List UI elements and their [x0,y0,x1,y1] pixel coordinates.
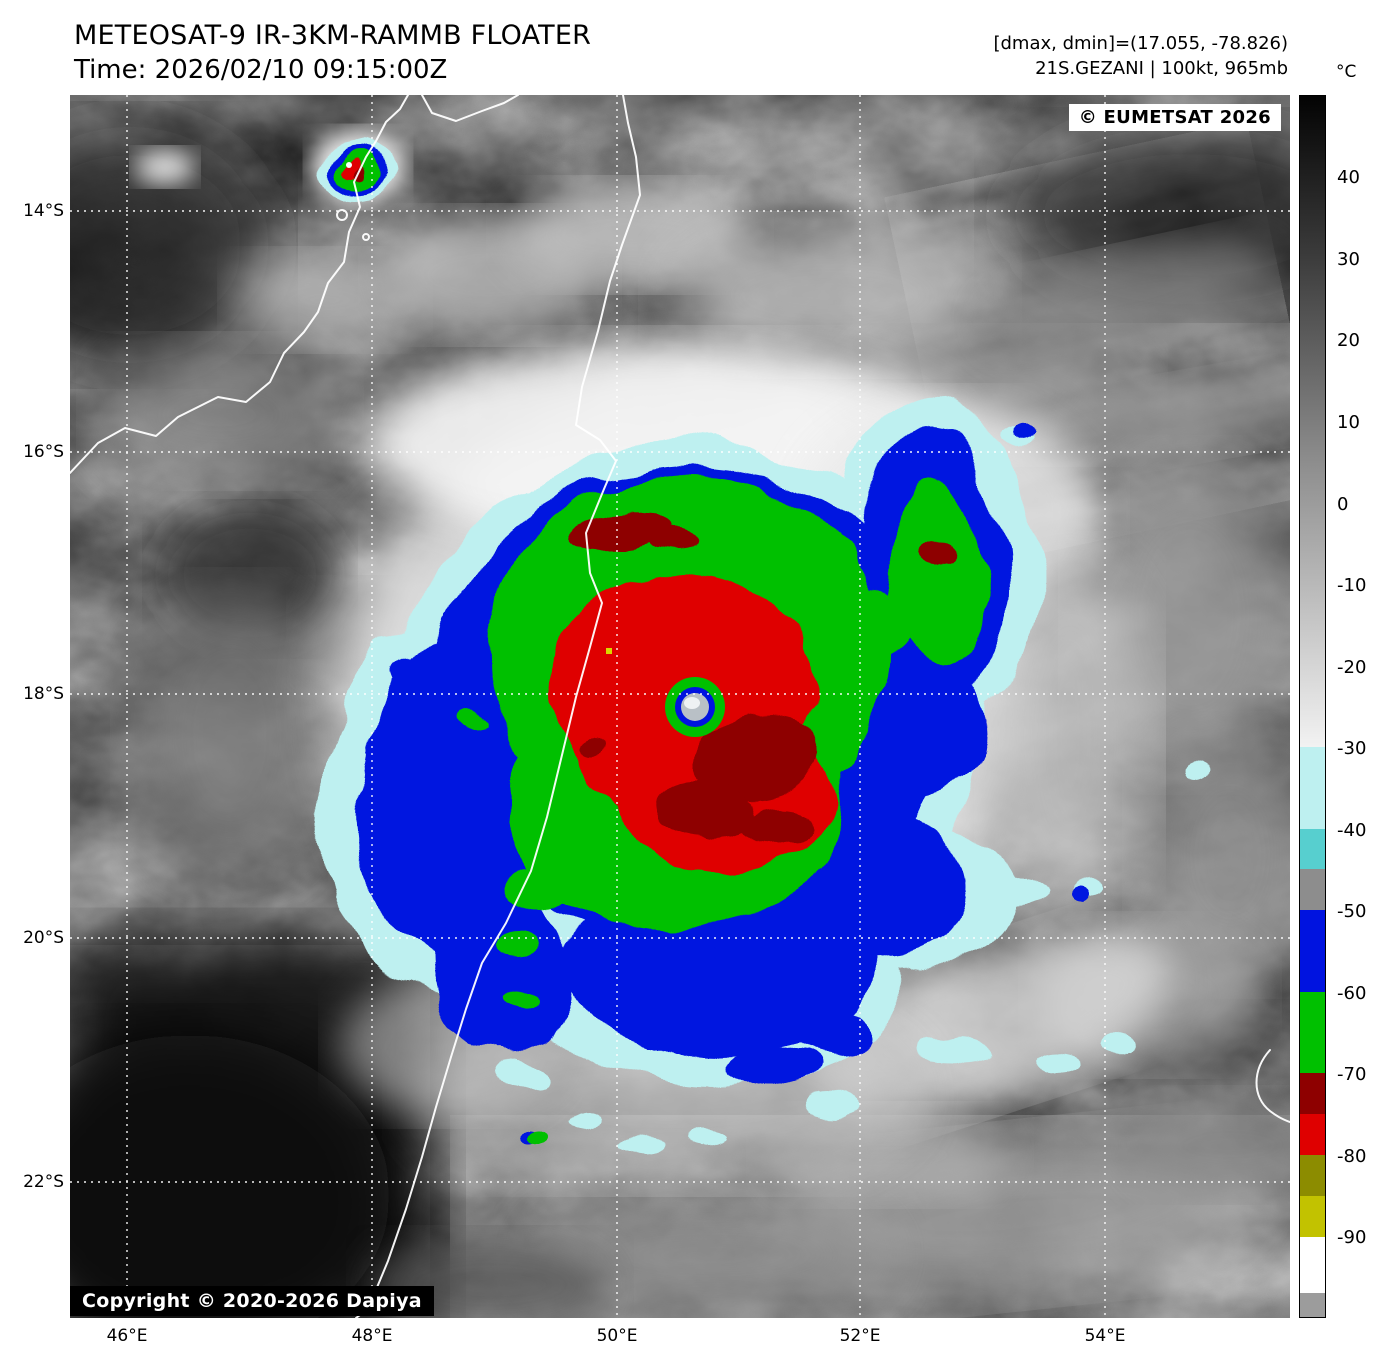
colorbar-tick: -20 [1337,657,1367,678]
colorbar-unit-label: °C [1336,62,1357,82]
lat-label-22s: 22°S [23,1172,64,1192]
eumetsat-copyright-badge: © EUMETSAT 2026 [1068,104,1281,131]
colorbar-tick: -10 [1337,575,1367,596]
small-storm-nw [312,131,404,203]
colorbar-tick: 30 [1337,249,1360,270]
graticule-gridlines [70,95,1290,1318]
colorbar-scale [1299,95,1326,1318]
dapiya-copyright-badge: Copyright © 2020-2026 Dapiya [70,1286,434,1316]
satellite-image [0,94,1370,1355]
lon-label-50e: 50°E [596,1326,638,1346]
colorbar-tick: 40 [1337,167,1360,188]
background-clouds [0,125,1370,1355]
coastline [69,94,1291,1319]
product-title: METEOSAT-9 IR-3KM-RAMMB FLOATER [74,20,592,51]
coldest-pixel-marker [606,648,612,654]
colorbar-tick: 0 [1337,494,1349,515]
lat-label-18s: 18°S [23,684,64,704]
satellite-composite [0,94,1370,1355]
colorbar-tick: -40 [1337,820,1367,841]
lat-label-16s: 16°S [23,442,64,462]
colorbar-tick: -80 [1337,1146,1367,1167]
colorbar-tick: -70 [1337,1064,1367,1085]
colorbar-tick: 20 [1337,330,1360,351]
lat-label-14s: 14°S [23,201,64,221]
lon-label-46e: 46°E [106,1326,148,1346]
lat-label-20s: 20°S [23,928,64,948]
lon-label-48e: 48°E [351,1326,393,1346]
colorbar-tick: 10 [1337,412,1360,433]
storm-info: 21S.GEZANI | 100kt, 965mb [1035,58,1288,79]
colorbar [1299,95,1326,1318]
colorbar-tick: -90 [1337,1227,1367,1248]
colorbar-tick: -50 [1337,901,1367,922]
lon-label-52e: 52°E [839,1326,881,1346]
colorbar-tick: -60 [1337,983,1367,1004]
cyclone-eye [665,677,725,737]
header-right-info: [dmax, dmin]=(17.055, -78.826) 21S.GEZAN… [993,31,1288,81]
lon-label-54e: 54°E [1084,1326,1126,1346]
colorbar-tick: -30 [1337,738,1367,759]
enhancement-darkred-layer [568,517,962,845]
product-time: Time: 2026/02/10 09:15:00Z [74,55,448,85]
dmax-dmin-readout: [dmax, dmin]=(17.055, -78.826) [993,33,1288,54]
